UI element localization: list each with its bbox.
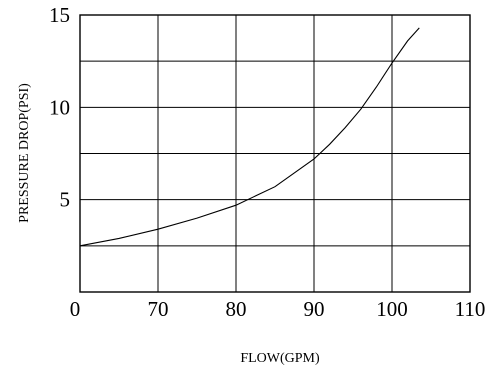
x-tick-label: 70 <box>148 297 169 321</box>
x-tick-labels: 0 70 80 90 100 110 <box>70 297 486 321</box>
y-tick-label: 15 <box>49 3 70 27</box>
grid-lines <box>80 15 470 292</box>
plot-frame <box>79 14 471 293</box>
y-tick-labels: 5 10 15 <box>49 3 70 212</box>
y-axis-title: PRESSURE DROP(PSI) <box>17 83 32 223</box>
x-tick-label: 110 <box>455 297 486 321</box>
x-axis-title: FLOW(GPM) <box>240 351 320 366</box>
x-tick-label: 90 <box>304 297 325 321</box>
x-tick-label: 0 <box>70 297 81 321</box>
x-tick-label: 100 <box>376 297 408 321</box>
pressure-flow-curve <box>79 27 420 247</box>
y-tick-label: 10 <box>49 95 70 119</box>
x-tick-label: 80 <box>226 297 247 321</box>
y-tick-label: 5 <box>60 188 71 212</box>
